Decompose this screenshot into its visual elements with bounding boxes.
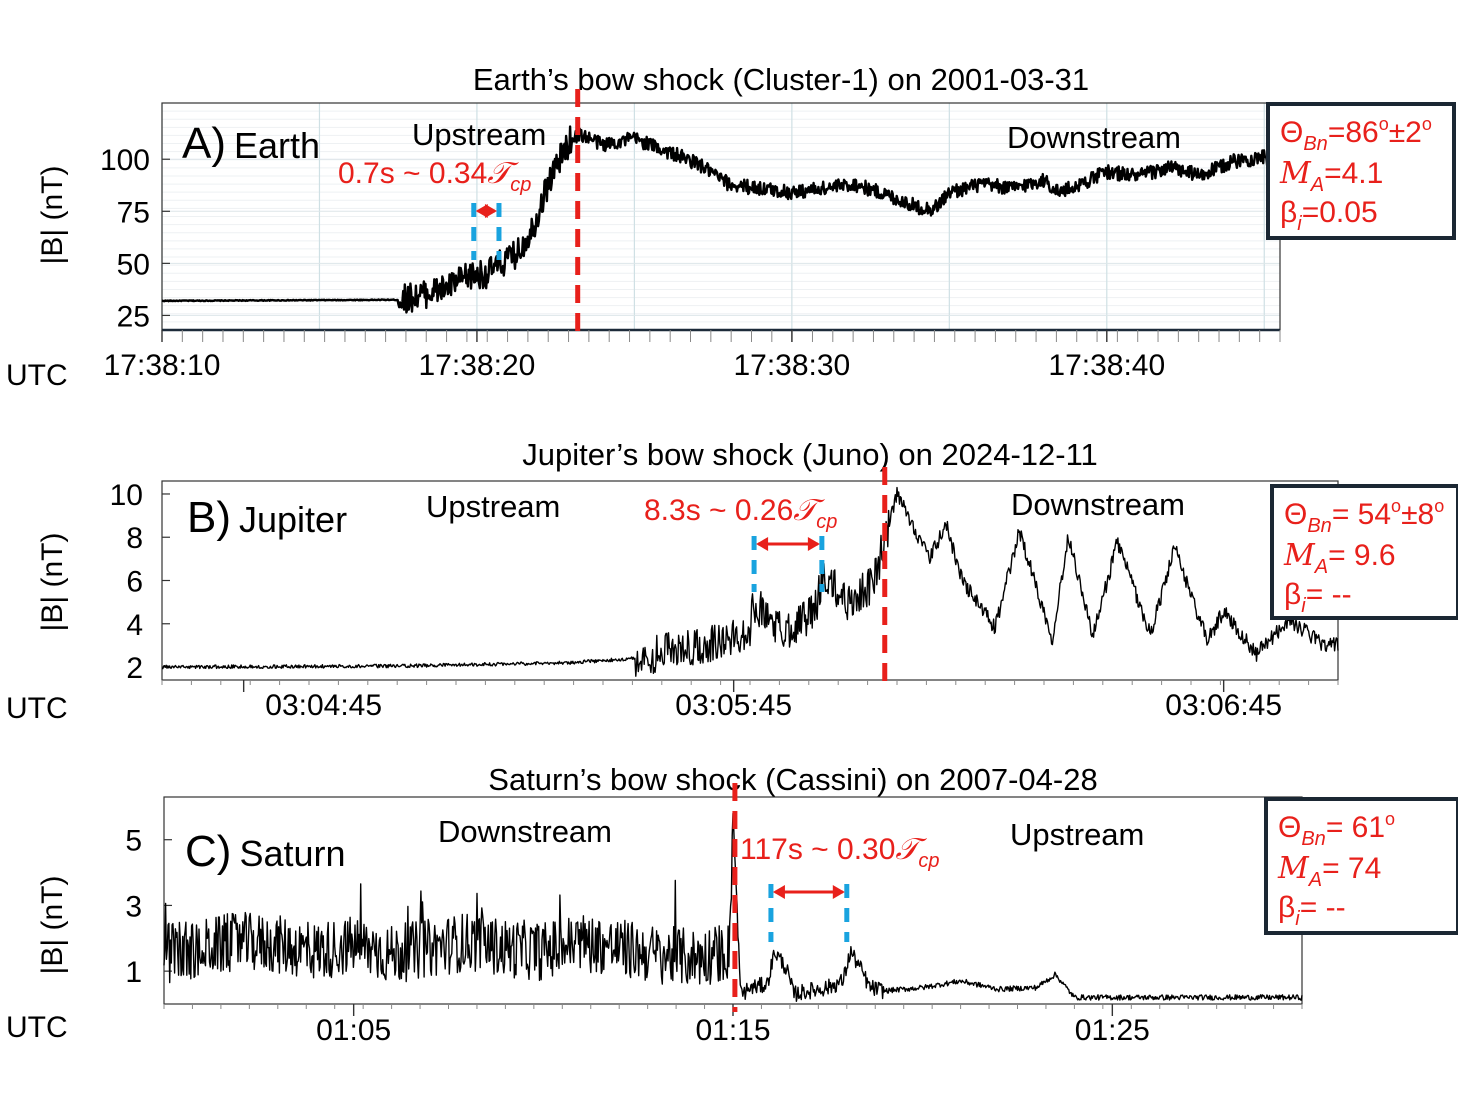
parameter-box — [1266, 102, 1456, 240]
y-tick-label: 50 — [117, 248, 150, 281]
x-tick-label: 03:04:45 — [265, 689, 382, 722]
param-theta: ΘBn= 61o — [1278, 809, 1395, 850]
panel-saturn: Saturn’s bow shock (Cassini) on 2007-04-… — [6, 762, 1458, 1047]
region-label: Downstream — [1011, 487, 1185, 522]
y-axis-label: |B| (nT) — [36, 166, 69, 265]
x-tick-label: 17:38:40 — [1048, 349, 1165, 382]
param-beta: βi=0.05 — [1280, 196, 1378, 235]
panel-earth: Earth’s bow shock (Cluster-1) on 2001-03… — [6, 62, 1456, 392]
param-mach: MA=4.1 — [1279, 156, 1383, 196]
region-label: Upstream — [412, 117, 546, 152]
interval-arrowhead-right — [484, 204, 497, 218]
param-mach: MA= 74 — [1277, 851, 1381, 891]
x-tick-label: 17:38:30 — [733, 349, 850, 382]
region-label: Upstream — [1010, 817, 1144, 852]
chart-title: Jupiter’s bow shock (Juno) on 2024-12-11 — [522, 437, 1098, 472]
interval-annotation: 117s ~ 0.30𝒯cp — [740, 832, 940, 872]
x-tick-label: 03:05:45 — [675, 689, 792, 722]
x-tick-label: 03:06:45 — [1165, 689, 1282, 722]
y-tick-label: 3 — [125, 890, 142, 923]
interval-annotation: 8.3s ~ 0.26𝒯cp — [644, 493, 837, 533]
panel-label: C) Saturn — [185, 827, 346, 876]
y-axis-label: |B| (nT) — [36, 876, 69, 975]
interval-annotation: 0.7s ~ 0.34𝒯cp — [338, 156, 531, 196]
y-tick-label: 25 — [117, 300, 150, 333]
param-beta: βi= -- — [1278, 891, 1346, 930]
y-tick-label: 4 — [126, 609, 143, 642]
y-tick-label: 100 — [100, 144, 150, 177]
x-tick-label: 01:25 — [1075, 1014, 1150, 1047]
panel-jupiter: Jupiter’s bow shock (Juno) on 2024-12-11… — [6, 437, 1458, 725]
interval-arrowhead-right — [832, 885, 845, 899]
panel-label: B) Jupiter — [187, 493, 347, 542]
y-tick-label: 8 — [126, 522, 143, 555]
param-mach: MA= 9.6 — [1283, 538, 1396, 578]
interval-arrowhead-left — [772, 885, 785, 899]
x-tick-label: 01:05 — [316, 1014, 391, 1047]
y-tick-label: 75 — [117, 196, 150, 229]
y-tick-label: 6 — [126, 566, 143, 599]
interval-arrowhead-left — [475, 204, 488, 218]
chart-title: Saturn’s bow shock (Cassini) on 2007-04-… — [488, 762, 1097, 797]
interval-arrowhead-right — [807, 537, 820, 551]
chart-title: Earth’s bow shock (Cluster-1) on 2001-03… — [473, 62, 1089, 97]
y-tick-label: 10 — [110, 479, 143, 512]
y-tick-label: 1 — [125, 956, 142, 989]
x-axis-label: UTC — [6, 692, 68, 725]
y-tick-label: 5 — [125, 825, 142, 858]
series-line — [161, 486, 1339, 677]
region-label: Downstream — [1007, 120, 1181, 155]
param-theta: ΘBn= 54o±8o — [1284, 496, 1444, 537]
parameter-box — [1270, 484, 1458, 620]
x-tick-label: 17:38:10 — [104, 349, 221, 382]
y-axis-label: |B| (nT) — [36, 533, 69, 632]
param-theta: ΘBn=86o±2o — [1280, 114, 1432, 155]
x-axis-label: UTC — [6, 359, 68, 392]
region-label: Downstream — [438, 814, 612, 849]
region-label: Upstream — [426, 489, 560, 524]
series-line — [161, 125, 1282, 314]
interval-arrowhead-left — [756, 537, 769, 551]
parameter-box — [1264, 797, 1458, 935]
y-tick-label: 2 — [126, 652, 143, 685]
panel-label: A) Earth — [182, 119, 320, 168]
x-tick-label: 17:38:20 — [419, 349, 536, 382]
x-tick-label: 01:15 — [695, 1014, 770, 1047]
x-axis-label: UTC — [6, 1011, 68, 1044]
param-beta: βi= -- — [1284, 578, 1352, 617]
